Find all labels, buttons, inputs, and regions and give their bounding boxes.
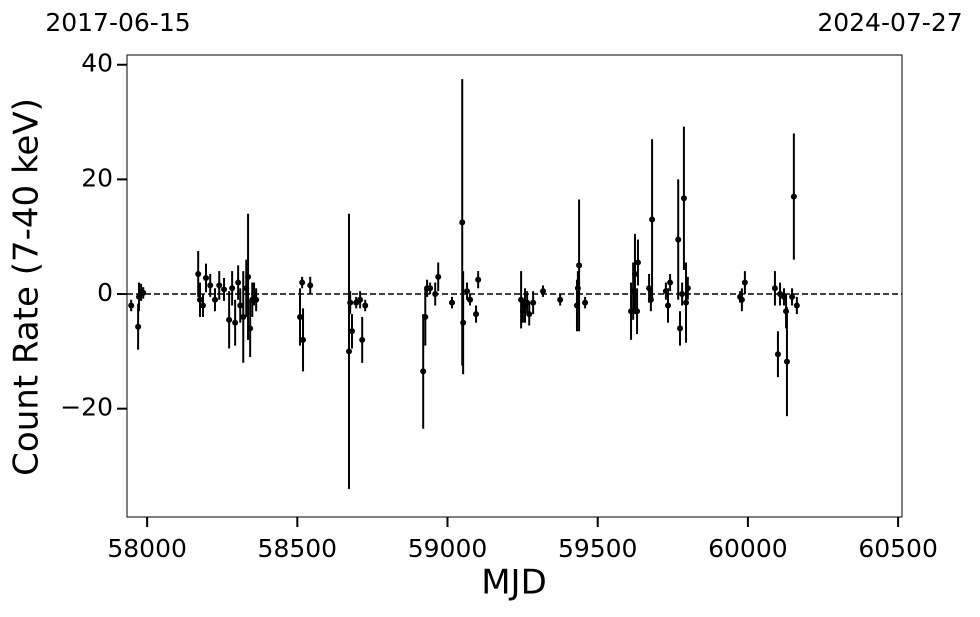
data-point bbox=[240, 313, 247, 320]
data-point bbox=[195, 270, 202, 277]
data-point bbox=[199, 302, 206, 309]
data-point bbox=[467, 296, 474, 303]
data-point bbox=[245, 273, 252, 280]
data-point bbox=[684, 285, 691, 292]
data-point bbox=[664, 302, 671, 309]
data-point bbox=[464, 288, 471, 295]
data-point bbox=[235, 279, 242, 286]
y-tick-label: −20 bbox=[60, 393, 113, 422]
data-point bbox=[526, 311, 533, 318]
x-axis-label: MJD bbox=[481, 563, 547, 603]
x-tick-label: 59000 bbox=[408, 534, 488, 563]
y-tick-label: 40 bbox=[81, 49, 113, 78]
data-point bbox=[667, 279, 674, 286]
data-point bbox=[135, 323, 142, 330]
data-point bbox=[221, 286, 228, 293]
data-point bbox=[348, 328, 355, 335]
data-point bbox=[679, 291, 686, 298]
data-point bbox=[634, 259, 641, 266]
data-point bbox=[237, 302, 244, 309]
x-tick-label: 59500 bbox=[558, 534, 638, 563]
data-point bbox=[196, 296, 203, 303]
data-point bbox=[216, 282, 223, 289]
data-point bbox=[435, 273, 442, 280]
data-point bbox=[427, 285, 434, 292]
data-point bbox=[789, 293, 796, 300]
data-point bbox=[232, 319, 239, 326]
data-point bbox=[432, 291, 439, 298]
x-tick-label: 58000 bbox=[107, 534, 187, 563]
data-point bbox=[771, 285, 778, 292]
y-axis-label: Count Rate (7-40 keV) bbox=[7, 98, 47, 476]
data-point bbox=[212, 296, 219, 303]
data-point bbox=[128, 302, 135, 309]
data-point bbox=[207, 282, 214, 289]
data-point bbox=[680, 195, 687, 202]
data-point bbox=[790, 193, 797, 200]
data-point bbox=[475, 276, 482, 283]
top-left-label: 2017-06-15 bbox=[45, 8, 190, 37]
data-point bbox=[675, 236, 682, 243]
data-point bbox=[300, 336, 307, 343]
data-point bbox=[473, 311, 480, 318]
data-point bbox=[557, 296, 564, 303]
plot-frame bbox=[126, 54, 903, 518]
data-point bbox=[540, 288, 547, 295]
y-tick-label: 20 bbox=[81, 163, 113, 192]
data-point bbox=[253, 296, 260, 303]
y-tick-label: 0 bbox=[97, 278, 113, 307]
data-point bbox=[307, 282, 314, 289]
data-point bbox=[683, 299, 690, 306]
data-point bbox=[460, 319, 467, 326]
data-point bbox=[359, 336, 366, 343]
data-point bbox=[226, 316, 233, 323]
data-point bbox=[649, 216, 656, 223]
data-point bbox=[422, 313, 429, 320]
data-point bbox=[449, 299, 456, 306]
data-point bbox=[631, 270, 638, 277]
x-tick-label: 58500 bbox=[258, 534, 338, 563]
data-point bbox=[793, 302, 800, 309]
x-tick-label: 60500 bbox=[858, 534, 938, 563]
data-point bbox=[677, 325, 684, 332]
data-point bbox=[203, 274, 210, 281]
data-point bbox=[774, 351, 781, 358]
data-point bbox=[362, 302, 369, 309]
data-point bbox=[530, 299, 537, 306]
data-point bbox=[357, 296, 364, 303]
data-point bbox=[347, 299, 354, 306]
data-point bbox=[634, 308, 641, 315]
data-point bbox=[582, 299, 589, 306]
data-point bbox=[229, 285, 236, 292]
data-point bbox=[738, 296, 745, 303]
data-point bbox=[459, 219, 466, 226]
data-point bbox=[741, 279, 748, 286]
data-point bbox=[297, 313, 304, 320]
data-point bbox=[576, 262, 583, 269]
data-point bbox=[345, 348, 352, 355]
data-point bbox=[783, 358, 790, 365]
data-point bbox=[299, 279, 306, 286]
data-point bbox=[420, 368, 427, 375]
top-right-label: 2024-07-27 bbox=[817, 8, 962, 37]
x-tick-label: 60000 bbox=[708, 534, 788, 563]
data-point bbox=[247, 325, 254, 332]
data-point bbox=[140, 289, 147, 296]
